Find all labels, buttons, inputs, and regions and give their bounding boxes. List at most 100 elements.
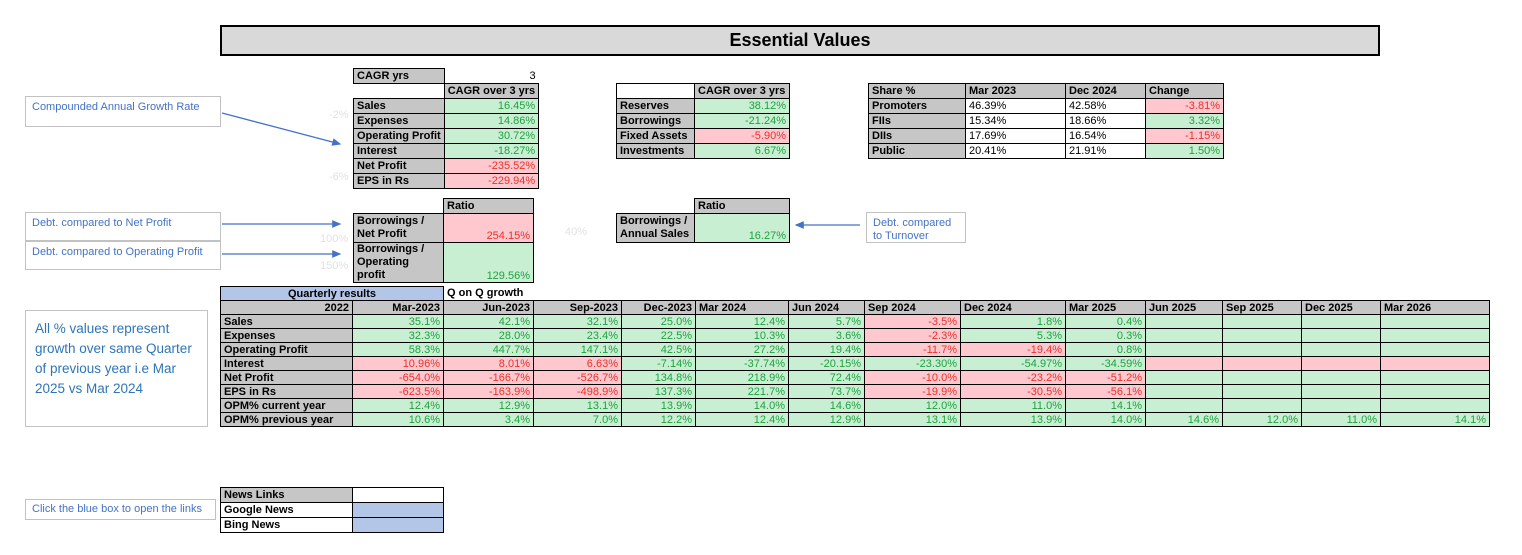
quarter-value-cell[interactable]: -163.9% <box>443 384 534 399</box>
row-label[interactable]: Interest <box>353 143 445 159</box>
news-header-spacer-cell[interactable] <box>352 487 444 503</box>
share-change-cell[interactable]: 1.50% <box>1145 143 1224 159</box>
cagr-value-cell[interactable]: 30.72% <box>443 128 540 144</box>
row-label[interactable]: Sales <box>353 98 445 114</box>
quarter-value-cell[interactable]: 13.9% <box>621 398 696 413</box>
quarter-value-cell[interactable] <box>1380 370 1490 385</box>
quarter-value-cell[interactable] <box>1145 342 1223 357</box>
share-column-header[interactable]: Change <box>1145 83 1224 99</box>
quarter-value-cell[interactable]: -30.5% <box>960 384 1066 399</box>
quarter-value-cell[interactable]: 0.8% <box>1065 342 1146 357</box>
quarter-value-cell[interactable]: -23.2% <box>960 370 1066 385</box>
row-label[interactable]: Fixed Assets <box>616 128 695 144</box>
quarter-value-cell[interactable]: 12.0% <box>1222 412 1302 427</box>
quarter-value-cell[interactable]: 14.6% <box>1145 412 1223 427</box>
cagr-value-cell[interactable]: 14.86% <box>443 113 540 129</box>
quarter-value-cell[interactable]: -526.7% <box>533 370 622 385</box>
quarter-value-cell[interactable]: -23.30% <box>864 356 961 371</box>
ratio-row-label[interactable]: Borrowings / Operating profit <box>353 242 444 283</box>
row-label[interactable]: Expenses <box>353 113 445 129</box>
quarter-value-cell[interactable]: 10.96% <box>352 356 444 371</box>
quarter-value-cell[interactable] <box>1145 370 1223 385</box>
quarter-value-cell[interactable] <box>1301 370 1381 385</box>
cagr-param-value[interactable]: 3 <box>444 68 539 84</box>
balance-value-header[interactable]: CAGR over 3 yrs <box>694 83 790 99</box>
ratio-row-label[interactable]: Borrowings / Net Profit <box>353 213 444 243</box>
quarter-value-cell[interactable] <box>1301 314 1381 329</box>
quarter-value-cell[interactable] <box>1222 342 1302 357</box>
quarter-value-cell[interactable]: -37.74% <box>695 356 789 371</box>
quarter-value-cell[interactable]: 35.1% <box>352 314 444 329</box>
quarter-value-cell[interactable]: 14.0% <box>695 398 789 413</box>
quarter-value-cell[interactable]: 14.1% <box>1065 398 1146 413</box>
ratio-value-cell[interactable]: 254.15% <box>443 213 534 243</box>
quarter-column-header[interactable]: Sep 2024 <box>864 300 961 315</box>
quarter-value-cell[interactable]: -19.9% <box>864 384 961 399</box>
row-label[interactable]: EPS in Rs <box>220 384 353 399</box>
quarter-value-cell[interactable]: 0.4% <box>1065 314 1146 329</box>
row-label[interactable]: Investments <box>616 143 695 159</box>
cagr-value-cell[interactable]: -229.94% <box>443 173 540 189</box>
quarter-value-cell[interactable] <box>1145 314 1223 329</box>
quarter-value-cell[interactable] <box>1301 398 1381 413</box>
cagr-value-cell[interactable]: -18.27% <box>443 143 540 159</box>
quarter-value-cell[interactable] <box>1301 328 1381 343</box>
quarter-value-cell[interactable] <box>1301 342 1381 357</box>
cagr-param-label[interactable]: CAGR yrs <box>353 68 445 84</box>
spacer-cell[interactable] <box>616 83 695 99</box>
quarter-value-cell[interactable]: -166.7% <box>443 370 534 385</box>
quarter-value-cell[interactable]: 10.3% <box>695 328 789 343</box>
quarter-value-cell[interactable]: -10.0% <box>864 370 961 385</box>
row-label[interactable]: Sales <box>220 314 353 329</box>
news-source-label[interactable]: Google News <box>220 502 353 518</box>
quarter-value-cell[interactable]: 73.7% <box>788 384 865 399</box>
balance-value-cell[interactable]: 6.67% <box>694 143 790 159</box>
quarter-value-cell[interactable] <box>1145 384 1223 399</box>
quarter-value-cell[interactable]: 12.9% <box>788 412 865 427</box>
quarter-value-cell[interactable]: 10.6% <box>352 412 444 427</box>
quarter-value-cell[interactable]: -34.59% <box>1065 356 1146 371</box>
ratio-value-cell[interactable]: 129.56% <box>443 242 534 283</box>
row-label[interactable]: OPM% previous year <box>220 412 353 427</box>
news-source-label[interactable]: Bing News <box>220 517 353 533</box>
quarter-value-cell[interactable]: 13.1% <box>533 398 622 413</box>
quarter-value-cell[interactable]: -2.3% <box>864 328 961 343</box>
quarter-column-header[interactable]: Mar 2026 <box>1380 300 1490 315</box>
quarter-value-cell[interactable]: -7.14% <box>621 356 696 371</box>
quarter-value-cell[interactable] <box>1222 314 1302 329</box>
quarter-value-cell[interactable] <box>1222 370 1302 385</box>
quarter-value-cell[interactable]: -654.0% <box>352 370 444 385</box>
balance-value-cell[interactable]: -21.24% <box>694 113 790 129</box>
quarter-column-header[interactable]: Mar-2023 <box>352 300 444 315</box>
quarter-value-cell[interactable]: -498.9% <box>533 384 622 399</box>
quarter-value-cell[interactable]: 447.7% <box>443 342 534 357</box>
quarter-value-cell[interactable] <box>1145 356 1223 371</box>
balance-value-cell[interactable]: -5.90% <box>694 128 790 144</box>
quarter-column-header[interactable]: Dec 2025 <box>1301 300 1381 315</box>
quarter-value-cell[interactable] <box>1380 356 1490 371</box>
share-change-cell[interactable]: 3.32% <box>1145 113 1224 129</box>
balance-value-cell[interactable]: 38.12% <box>694 98 790 114</box>
cagr-value-cell[interactable]: 16.45% <box>443 98 540 114</box>
quarter-column-header[interactable]: Sep-2023 <box>533 300 622 315</box>
share-column-header[interactable]: Mar 2023 <box>965 83 1066 99</box>
quarter-value-cell[interactable] <box>1145 328 1223 343</box>
quarter-value-cell[interactable]: 11.0% <box>1301 412 1381 427</box>
quarter-value-cell[interactable]: 25.0% <box>621 314 696 329</box>
quarter-value-cell[interactable]: 42.1% <box>443 314 534 329</box>
share-value-cell[interactable]: 17.69% <box>965 128 1066 144</box>
quarter-value-cell[interactable]: 3.6% <box>788 328 865 343</box>
quarter-value-cell[interactable]: 27.2% <box>695 342 789 357</box>
share-column-header[interactable]: Share % <box>868 83 966 99</box>
share-value-cell[interactable]: 20.41% <box>965 143 1066 159</box>
row-label[interactable]: Net Profit <box>353 158 445 174</box>
share-value-cell[interactable]: 42.58% <box>1065 98 1146 114</box>
quarter-value-cell[interactable] <box>1301 384 1381 399</box>
quarter-value-cell[interactable]: 14.6% <box>788 398 865 413</box>
quarter-value-cell[interactable]: 8.01% <box>443 356 534 371</box>
quarter-value-cell[interactable]: 19.4% <box>788 342 865 357</box>
quarter-value-cell[interactable]: 5.3% <box>960 328 1066 343</box>
quarter-value-cell[interactable]: 23.4% <box>533 328 622 343</box>
quarter-value-cell[interactable]: 14.0% <box>1065 412 1146 427</box>
quarter-value-cell[interactable]: -54.97% <box>960 356 1066 371</box>
